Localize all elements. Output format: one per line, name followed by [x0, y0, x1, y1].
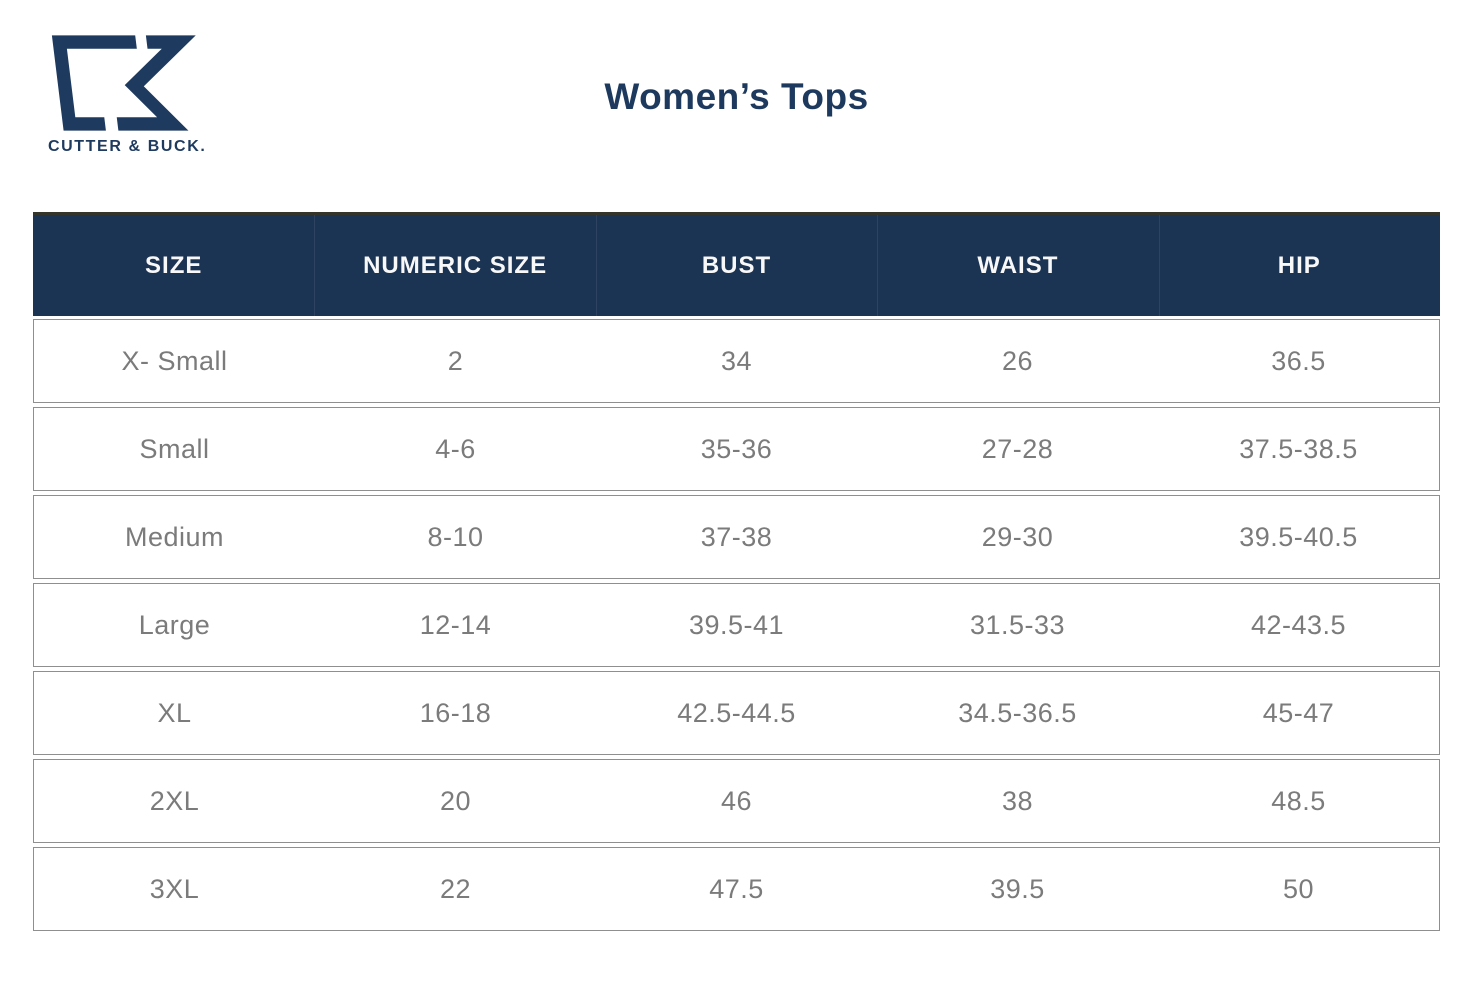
table-cell: 42.5-44.5	[677, 697, 796, 728]
column-header-hip: HIP	[1159, 215, 1440, 316]
table-cell: 47.5	[709, 873, 764, 904]
table-cell: 46	[720, 785, 753, 816]
table-cell: 22	[439, 873, 472, 904]
brand-logo: CUTTER & BUCK.	[48, 34, 207, 156]
table-cell: 37.5-38.5	[1239, 433, 1358, 464]
table-row: X- Small 2 34 26 36.5	[33, 319, 1440, 403]
table-cell: 27-28	[981, 433, 1054, 464]
table-cell: 36.5	[1271, 345, 1326, 376]
size-chart-table: SIZE NUMERIC SIZE BUST WAIST HIP X- Small 2 34…	[33, 212, 1440, 931]
table-row: Medium 8-10 37-38 29-30 39.5-40.5	[33, 495, 1440, 579]
table-row: Large 12-14 39.5-41 31.5-33 42-43.5	[33, 583, 1440, 667]
table-cell: 39.5-41	[688, 609, 785, 640]
table-cell: 31.5-33	[969, 609, 1066, 640]
table-cell: XL	[157, 697, 192, 728]
table-cell: 34	[720, 345, 753, 376]
table-body: X- Small 2 34 26 36.5 Small 4-6 35-36 27-28 37.5-…	[33, 319, 1440, 931]
table-row: XL 16-18 42.5-44.5 34.5-36.5 45-47	[33, 671, 1440, 755]
table-cell: 2	[447, 345, 464, 376]
table-cell: 42-43.5	[1250, 609, 1347, 640]
table-cell: 45-47	[1262, 697, 1335, 728]
table-cell: 34.5-36.5	[958, 697, 1077, 728]
table-cell: 12-14	[419, 609, 492, 640]
table-cell: 26	[1001, 345, 1034, 376]
table-cell: 35-36	[700, 433, 773, 464]
table-row: Small 4-6 35-36 27-28 37.5-38.5	[33, 407, 1440, 491]
table-cell: 50	[1282, 873, 1315, 904]
table-cell: X- Small	[121, 345, 228, 376]
table-cell: 37-38	[700, 521, 773, 552]
table-cell: 20	[439, 785, 472, 816]
page-header: CUTTER & BUCK. Women’s Tops	[0, 0, 1473, 180]
table-cell: 48.5	[1271, 785, 1326, 816]
table-header-row: SIZE NUMERIC SIZE BUST WAIST HIP	[33, 212, 1440, 316]
brand-name: CUTTER & BUCK.	[48, 138, 207, 155]
table-cell: 38	[1001, 785, 1034, 816]
cutter-buck-cb-monogram-icon	[51, 35, 196, 131]
page-title: Women’s Tops	[604, 76, 869, 117]
table-cell: 29-30	[981, 521, 1054, 552]
table-cell: 39.5	[990, 873, 1045, 904]
column-header-numeric-size: NUMERIC SIZE	[314, 215, 595, 316]
table-row: 2XL 20 46 38 48.5	[33, 759, 1440, 843]
column-header-size: SIZE	[145, 251, 203, 279]
table-cell: Small	[139, 433, 210, 464]
table-cell: 4-6	[435, 433, 476, 464]
table-cell: 8-10	[427, 521, 484, 552]
column-header-bust: BUST	[596, 215, 877, 316]
column-header-waist: WAIST	[877, 215, 1158, 316]
table-row: 3XL 22 47.5 39.5 50	[33, 847, 1440, 931]
table-cell: Large	[138, 609, 211, 640]
table-cell: 39.5-40.5	[1239, 521, 1358, 552]
table-cell: 3XL	[149, 873, 200, 904]
table-cell: 16-18	[419, 697, 492, 728]
table-cell: 2XL	[149, 785, 200, 816]
table-cell: Medium	[124, 521, 225, 552]
